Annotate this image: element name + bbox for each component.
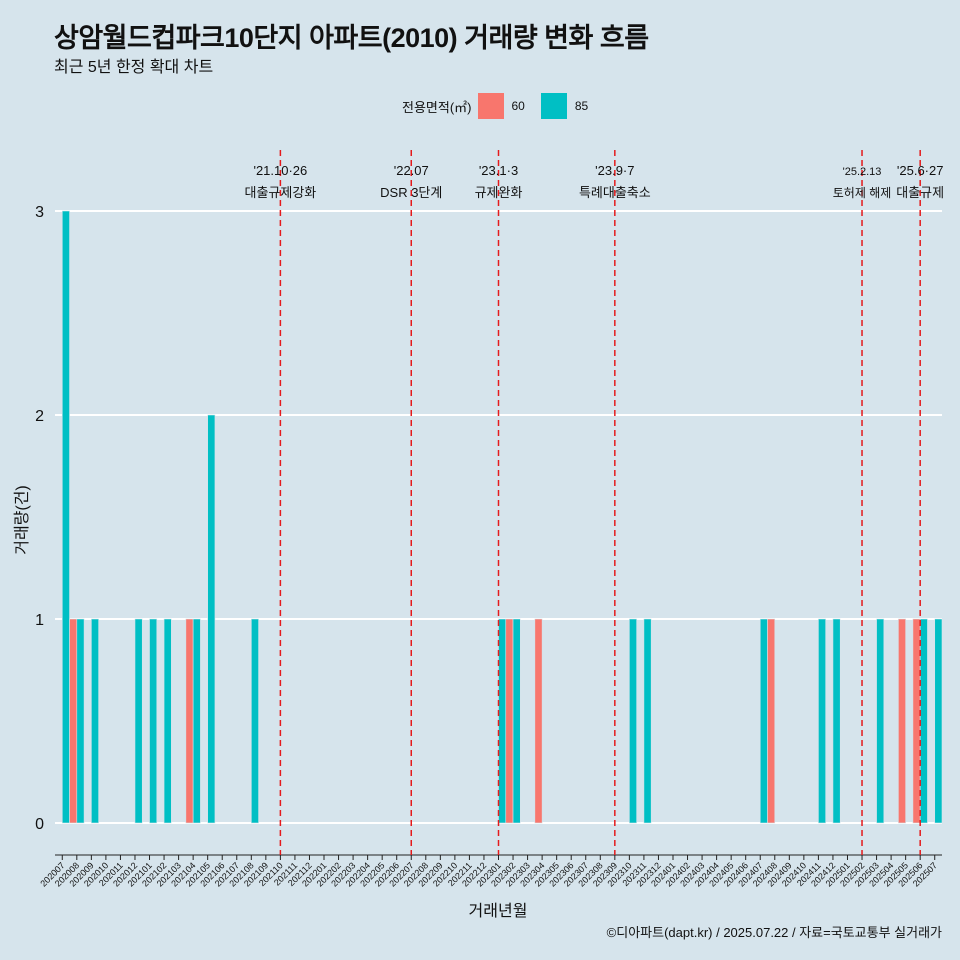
event-label-2: 규제완화 xyxy=(475,185,523,200)
event-date-4: '25.2.13 xyxy=(843,166,882,178)
bar-60-202302 xyxy=(505,618,514,824)
bar-85-202302 xyxy=(512,618,521,824)
bar-85-202310 xyxy=(629,618,637,824)
bar-85-202104 xyxy=(192,618,201,824)
bar-85-202503 xyxy=(876,618,885,824)
y-tick-label-3: 3 xyxy=(35,204,44,221)
event-date-3: '23.9·7 xyxy=(595,163,634,178)
event-label-1: DSR 3단계 xyxy=(380,185,442,200)
bar-85-202407 xyxy=(759,618,768,824)
legend: 전용면적(㎡) 60 85 xyxy=(402,93,598,119)
y-tick-label-1: 1 xyxy=(35,612,44,629)
legend-swatch-85 xyxy=(540,93,567,119)
bar-85-202101 xyxy=(149,618,158,824)
bar-85-202311 xyxy=(643,618,652,824)
chart-title: 상암월드컵파크10단지 아파트(2010) 거래량 변화 흐름 xyxy=(54,23,649,53)
legend-label-85: 85 xyxy=(574,99,589,113)
y-axis-label: 거래량(건) xyxy=(14,485,31,555)
bar-85-202009 xyxy=(91,618,99,824)
event-label-5: 대출규제 xyxy=(896,185,944,200)
y-tick-label-2: 2 xyxy=(35,408,44,425)
bar-85-202411 xyxy=(818,618,826,824)
legend-swatch-60 xyxy=(477,93,504,119)
bar-85-202105 xyxy=(207,414,216,824)
chart-subtitle: 최근 5년 한정 확대 차트 xyxy=(54,59,214,76)
bar-85-202102 xyxy=(163,618,172,824)
bar-60-202505 xyxy=(898,618,906,824)
bar-60-202506 xyxy=(912,618,921,824)
bar-85-202008 xyxy=(76,618,85,824)
event-label-4: 토허제 해제 xyxy=(833,186,892,200)
bar-85-202007 xyxy=(61,210,70,824)
bar-60-202104 xyxy=(185,618,194,824)
x-axis-label: 거래년월 xyxy=(468,903,528,920)
bar-85-202506 xyxy=(919,618,928,824)
bar-85-202012 xyxy=(134,618,143,824)
event-label-3: 특례대출축소 xyxy=(579,185,651,200)
bar-60-202304 xyxy=(534,618,543,824)
source-caption: ©디아파트(dapt.kr) / 2025.07.22 / 자료=국토교통부 실… xyxy=(606,925,942,940)
bar-85-202507 xyxy=(934,618,943,824)
event-date-0: '21.10·26 xyxy=(253,163,307,178)
bar-60-202008 xyxy=(69,618,78,824)
event-date-2: '23.1·3 xyxy=(479,163,518,178)
y-tick-label-0: 0 xyxy=(35,816,44,833)
event-date-5: '25.6·27 xyxy=(897,163,944,178)
bar-85-202301 xyxy=(498,618,507,824)
legend-title: 전용면적(㎡) xyxy=(402,99,472,115)
event-label-0: 대출규제강화 xyxy=(245,185,317,200)
legend-label-60: 60 xyxy=(511,99,525,113)
bar-85-202108 xyxy=(251,618,259,824)
bar-60-202408 xyxy=(767,618,776,824)
bar-85-202412 xyxy=(832,618,841,824)
event-date-1: '22.07 xyxy=(394,163,429,178)
